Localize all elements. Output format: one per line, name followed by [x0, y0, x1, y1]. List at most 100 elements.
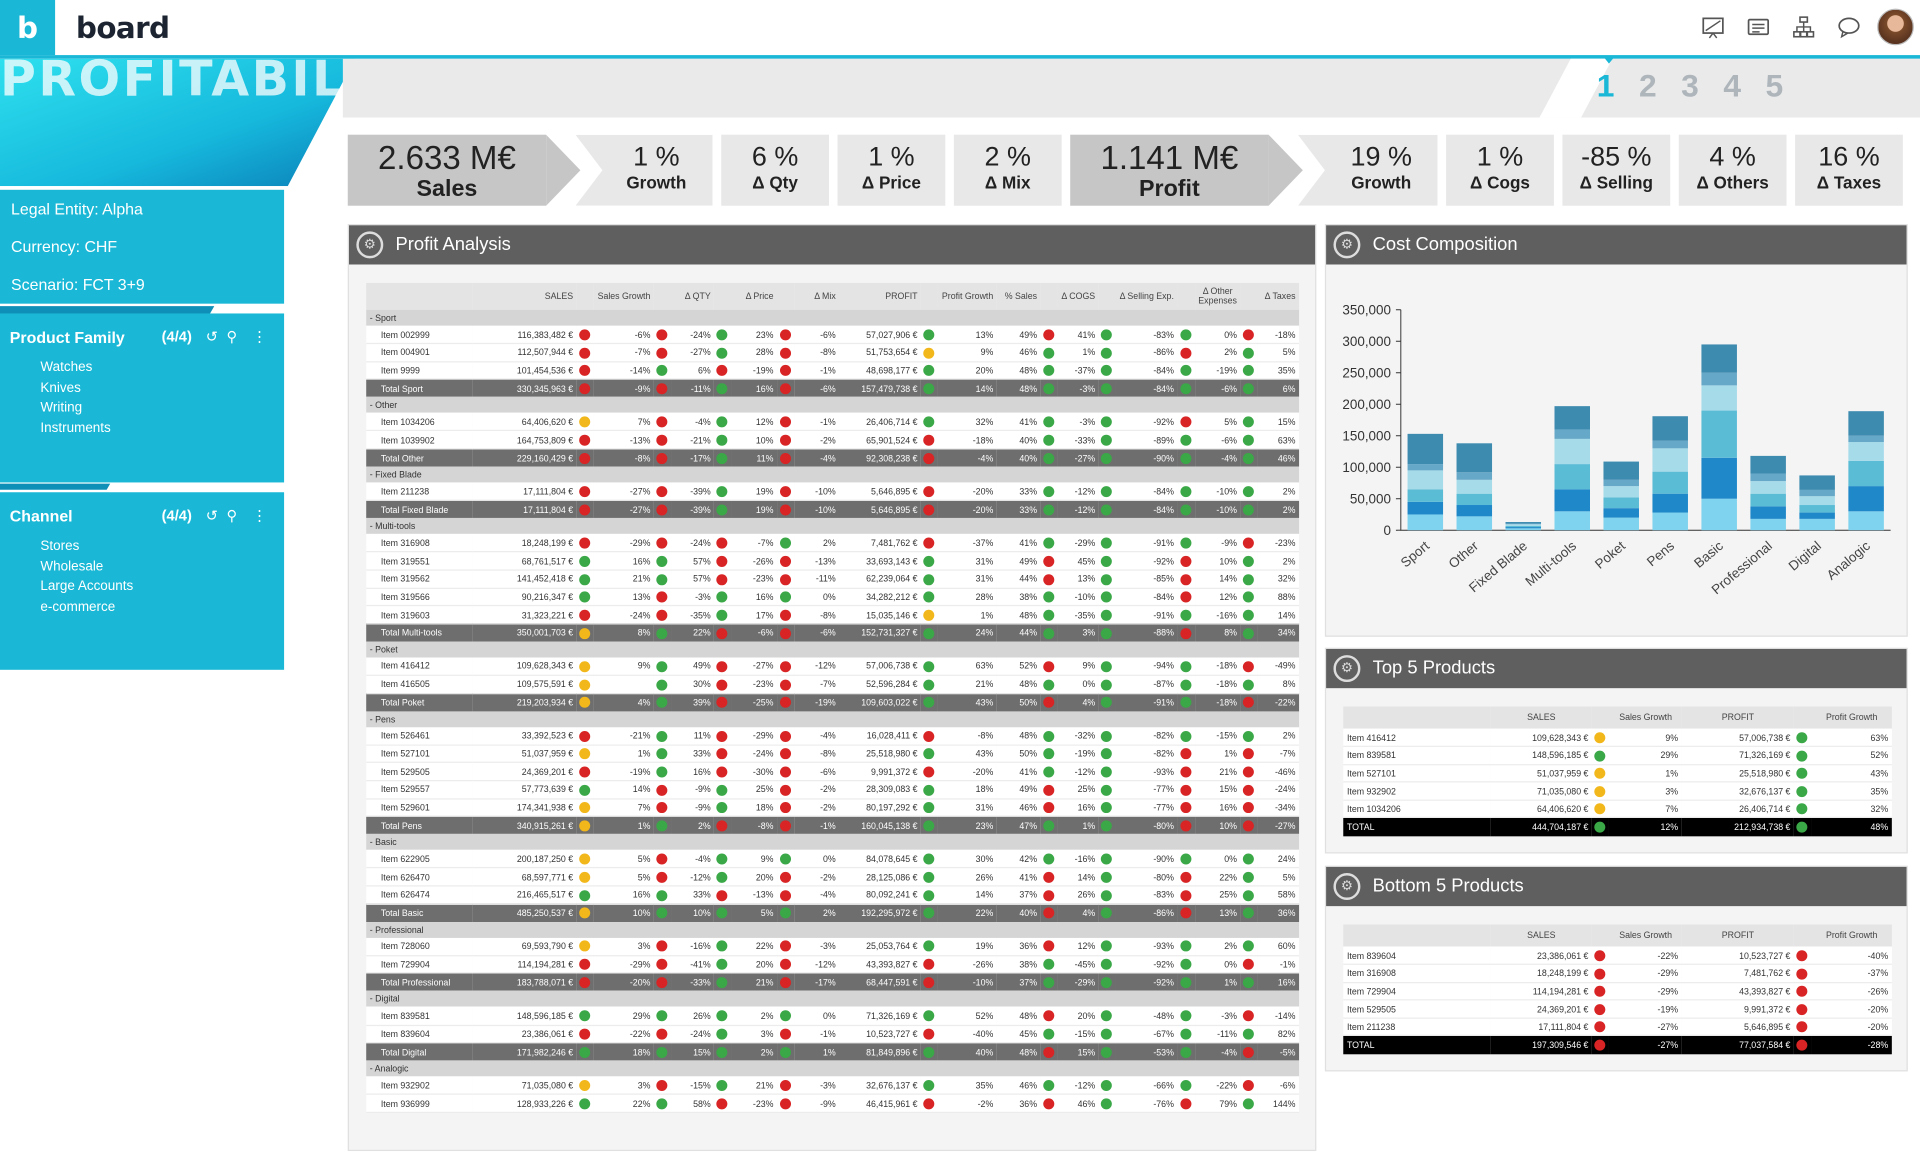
bar-segment[interactable] [1407, 501, 1444, 515]
table-row[interactable]: Item 416412 109,628,343 €9% 49% -27% -12% 57,… [366, 657, 1300, 676]
page-3-link[interactable]: 3 [1681, 67, 1724, 105]
currency[interactable]: Currency: CHF [11, 237, 118, 256]
bar-segment[interactable] [1750, 481, 1786, 494]
bar-segment[interactable] [1554, 429, 1591, 439]
channel-item[interactable]: e-commerce [40, 599, 116, 615]
presentation-icon[interactable] [1698, 12, 1727, 41]
kpi-delta-mix[interactable]: 2 % Δ Mix [953, 134, 1062, 206]
kpi-delta-qty[interactable]: 6 % Δ Qty [721, 134, 829, 206]
bar-segment[interactable] [1652, 471, 1688, 494]
bar-segment[interactable] [1505, 524, 1542, 526]
bar-segment[interactable] [1456, 472, 1493, 480]
reset-icon[interactable]: ↺ [205, 506, 219, 525]
search-icon[interactable]: ⚲ [226, 328, 238, 346]
total-row[interactable]: Total Pens 340,915,261 €1% 2% -8% -1% 160,045… [366, 816, 1300, 835]
group-row[interactable]: - Multi-tools [366, 518, 1300, 535]
bar-segment[interactable] [1554, 406, 1591, 430]
table-row[interactable]: Item 9999 101,454,536 € -14% 6% -19% -1% 48,69… [366, 361, 1300, 380]
table-row[interactable]: Item 319566 90,216,347 €13% -3% 16% 0% 34,282… [366, 587, 1300, 607]
bar-segment[interactable] [1554, 438, 1591, 465]
table-row[interactable]: Item 529557 57,773,639 €14% -9% 25% -2% 28,30… [366, 780, 1300, 800]
bar-segment[interactable] [1799, 518, 1835, 531]
product-family-item[interactable]: Writing [40, 400, 83, 416]
table-row[interactable]: Item 319562 141,452,418 €21% 57% -23% -11% 62… [366, 570, 1300, 589]
table-row[interactable]: Item 839604 23,386,061 € -22% 10,523,727 € -… [1343, 946, 1892, 965]
kpi-profit[interactable]: 1.141 M€ Profit [1070, 134, 1269, 206]
kpi-delta-others[interactable]: 4 % Δ Others [1678, 134, 1787, 206]
bar-segment[interactable] [1848, 511, 1884, 531]
table-row[interactable]: Item 529601 174,341,938 €7% -9% 18% -2% 80,19… [366, 798, 1300, 817]
col-delta-other[interactable]: Δ Other Expenses [1194, 282, 1241, 310]
legal-entity[interactable]: Legal Entity: Alpha [11, 199, 143, 218]
bar-segment[interactable] [1456, 505, 1493, 517]
table-row[interactable]: Item 936999 128,933,226 €22% 58% -23% -9% 46,… [366, 1094, 1300, 1113]
kpi-delta-price[interactable]: 1 % Δ Price [837, 134, 946, 206]
table-row[interactable]: Item 729904 114,194,281 € -29% 43,393,827 €… [1343, 982, 1892, 1001]
page-5-link[interactable]: 5 [1765, 67, 1808, 105]
group-row[interactable]: - Pens [366, 711, 1300, 727]
bar-segment[interactable] [1750, 455, 1786, 474]
col-sales-growth[interactable]: Sales Growth [1609, 706, 1682, 729]
group-row[interactable]: - Professional [366, 921, 1300, 938]
board-logo-icon[interactable]: b [0, 0, 56, 56]
bar-segment[interactable] [1701, 410, 1737, 458]
col-sales-growth[interactable]: Sales Growth [593, 282, 655, 310]
group-row[interactable]: - Digital [366, 991, 1300, 1008]
group-row[interactable]: - Basic [366, 834, 1300, 851]
table-row[interactable]: Item 626470 68,597,771 €5% -12% 20% -2% 28,12… [366, 867, 1300, 887]
product-family-item[interactable]: Watches [40, 360, 93, 375]
bar-segment[interactable] [1799, 475, 1835, 490]
table-row[interactable]: Item 211238 17,111,804 € -27% -39% 19% -10% 5,… [366, 482, 1300, 502]
bar-segment[interactable] [1652, 493, 1688, 513]
table-row[interactable]: Item 1034206 64,406,620 €7% 26,406,714 €32… [1343, 800, 1892, 819]
group-row[interactable]: - Poket [366, 641, 1300, 658]
bar-segment[interactable] [1701, 457, 1737, 499]
bar-segment[interactable] [1554, 464, 1591, 490]
sitemap-icon[interactable] [1789, 12, 1818, 41]
group-row[interactable]: - Fixed Blade [366, 466, 1300, 483]
table-row[interactable]: Item 529505 24,369,201 € -19% 9,991,372 € -2… [1343, 1000, 1892, 1019]
bar-segment[interactable] [1848, 460, 1884, 487]
group-row[interactable]: - Other [366, 397, 1300, 414]
table-row[interactable]: Item 728060 69,593,790 €3% -16% 22% -3% 25,05… [366, 937, 1300, 956]
bar-segment[interactable] [1652, 440, 1688, 449]
col-profit-growth[interactable]: Profit Growth [1811, 706, 1892, 729]
kpi-delta-cogs[interactable]: 1 % Δ Cogs [1446, 134, 1554, 206]
table-row[interactable]: Item 839581 148,596,185 €29% 26% 2% 0% 71,326… [366, 1007, 1300, 1026]
page-2-link[interactable]: 2 [1638, 67, 1682, 105]
table-row[interactable]: Item 1039902 164,753,809 € -13% -21% 10% -2% 6… [366, 430, 1300, 450]
table-row[interactable]: Item 622905 200,187,250 €5% -4% 9% 0% 84,078,… [366, 850, 1300, 869]
table-row[interactable]: Item 932902 71,035,080 €3% 32,676,137 €35% [1343, 782, 1892, 801]
total-row[interactable]: TOTAL 197,309,546 € -27% 77,037,584 € -28% [1343, 1035, 1892, 1054]
more-icon[interactable]: ⋮ [252, 506, 267, 525]
scenario[interactable]: Scenario: FCT 3+9 [11, 275, 145, 294]
col-delta-taxes[interactable]: Δ Taxes [1257, 282, 1300, 310]
bar-segment[interactable] [1750, 506, 1786, 519]
bar-segment[interactable] [1407, 470, 1444, 490]
search-icon[interactable]: ⚲ [226, 506, 238, 525]
bar-segment[interactable] [1554, 489, 1591, 512]
bar-segment[interactable] [1750, 493, 1786, 507]
col-pct-sales[interactable]: % Sales [996, 282, 1041, 310]
bar-segment[interactable] [1603, 479, 1639, 487]
channel-item[interactable]: Wholesale [40, 558, 104, 574]
channel-item[interactable]: Large Accounts [40, 579, 134, 594]
bar-segment[interactable] [1848, 442, 1884, 461]
col-profit[interactable]: PROFIT [839, 282, 922, 310]
bar-segment[interactable] [1505, 528, 1542, 531]
bar-segment[interactable] [1799, 512, 1835, 519]
total-row[interactable]: Total Sport 330,345,963 € -9% -11% 16% -6% 157… [366, 379, 1300, 398]
bar-segment[interactable] [1848, 435, 1884, 443]
user-avatar[interactable] [1877, 8, 1914, 46]
bar-segment[interactable] [1456, 516, 1493, 531]
bar-segment[interactable] [1799, 505, 1835, 513]
bar-segment[interactable] [1799, 496, 1835, 506]
bar-segment[interactable] [1505, 527, 1542, 529]
chat-icon[interactable] [1834, 12, 1863, 41]
group-row[interactable]: - Sport [366, 309, 1300, 326]
bar-segment[interactable] [1701, 385, 1737, 411]
col-sales-growth[interactable]: Sales Growth [1609, 924, 1682, 947]
total-row[interactable]: Total Multi-tools 350,001,703 €8% 22% -6% -6… [366, 623, 1300, 642]
bar-segment[interactable] [1407, 514, 1444, 531]
bar-segment[interactable] [1750, 473, 1786, 482]
